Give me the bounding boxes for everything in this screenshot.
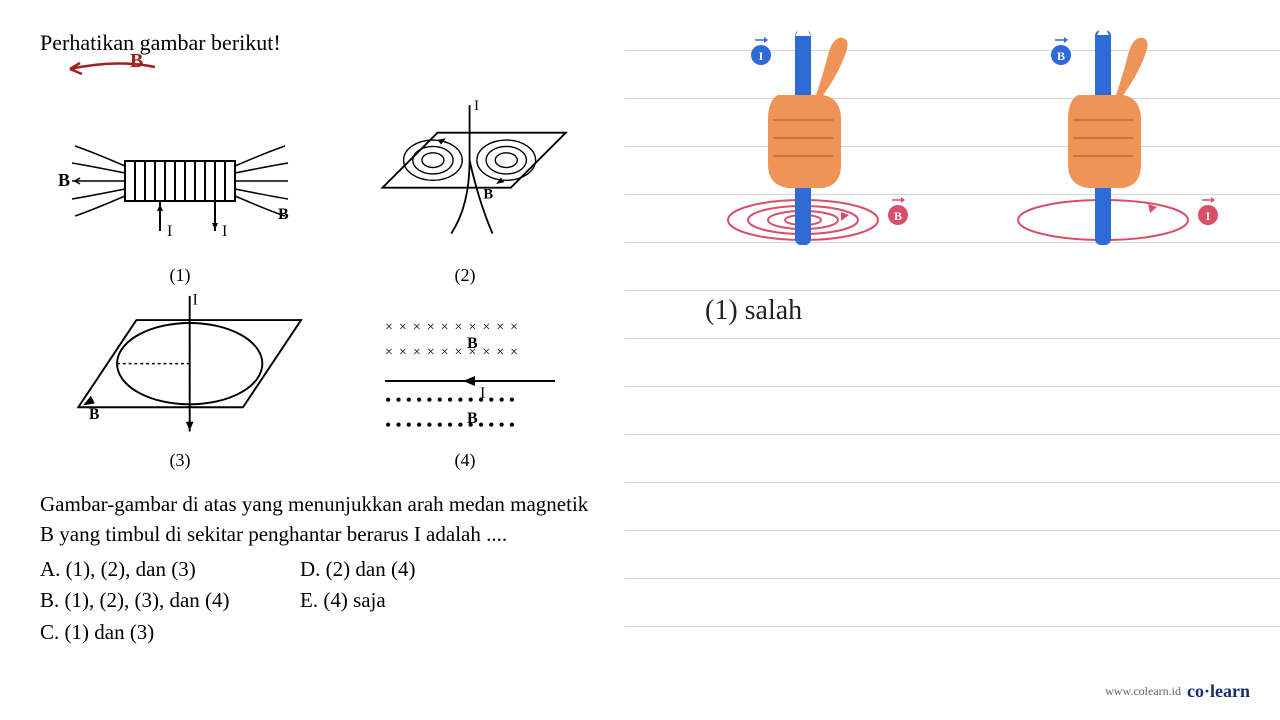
diagram-3-label: (3) [170, 450, 191, 471]
svg-text:B: B [89, 406, 99, 423]
option-c: C. (1) dan (3) [40, 617, 300, 649]
svg-text:I: I [167, 223, 172, 240]
option-d: D. (2) dan (4) [300, 554, 560, 586]
option-b: B. (1), (2), (3), dan (4) [40, 585, 300, 617]
svg-text:I: I [474, 98, 479, 114]
svg-text:I: I [1205, 209, 1210, 223]
question-title: Perhatikan gambar berikut! [40, 30, 605, 56]
diagram-4-label: (4) [455, 450, 476, 471]
question-body: Gambar-gambar di atas yang menunjukkan a… [40, 489, 605, 550]
diagram-1: B B I I (1) [40, 96, 320, 286]
diagram-2-label: (2) [455, 265, 476, 286]
svg-text:B: B [483, 187, 493, 203]
footer-brand: co·learn [1187, 681, 1250, 702]
svg-text:B: B [278, 206, 289, 223]
option-e: E. (4) saja [300, 585, 560, 617]
option-a: A. (1), (2), dan (3) [40, 554, 300, 586]
diagram-4: ×××××××××× B ×××××××××× I ••••••••••••• … [325, 291, 605, 471]
diagram-3: I B (3) [40, 291, 320, 471]
handwritten-note: (1) salah [705, 295, 1260, 327]
svg-text:××××××××××: ×××××××××× [385, 320, 524, 335]
svg-text:B: B [893, 209, 901, 223]
svg-text:××××××××××: ×××××××××× [385, 345, 524, 360]
svg-text:I: I [758, 49, 763, 63]
svg-text:I: I [193, 292, 198, 309]
svg-text:B: B [58, 170, 70, 190]
svg-text:•••••••••••••: ••••••••••••• [385, 415, 519, 435]
annotation-arrow-icon [60, 55, 160, 75]
diagram-1-label: (1) [170, 265, 191, 286]
svg-text:B: B [1056, 49, 1064, 63]
footer-url: www.colearn.id [1105, 684, 1181, 699]
diagram-2: I B (2) [325, 96, 605, 286]
footer: www.colearn.id co·learn [1105, 681, 1250, 702]
right-hand-rule-diagram-1: I B [673, 20, 933, 260]
right-hand-rule-diagram-2: B I [973, 20, 1233, 260]
svg-text:I: I [222, 223, 227, 240]
svg-text:•••••••••••••: ••••••••••••• [385, 390, 519, 410]
